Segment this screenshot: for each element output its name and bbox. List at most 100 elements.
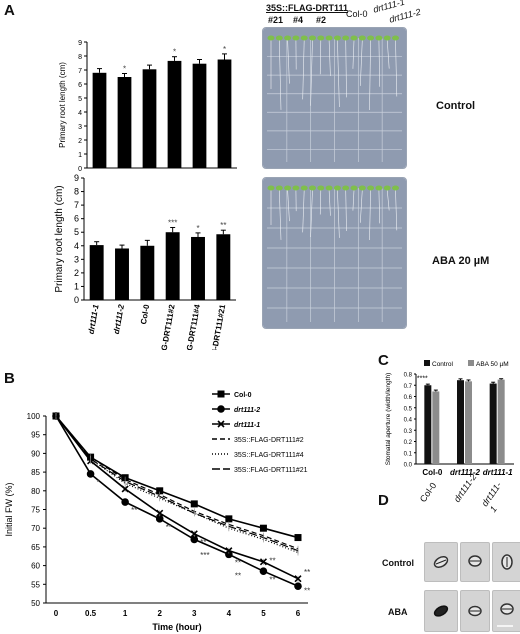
data-point xyxy=(190,535,199,544)
seedling xyxy=(275,185,283,191)
y-tick-label: 3 xyxy=(78,124,82,131)
root xyxy=(337,189,340,238)
bar xyxy=(140,245,155,300)
series-line-longdash xyxy=(55,415,299,552)
seedling xyxy=(317,35,325,41)
y-tick-label: 6 xyxy=(78,82,82,89)
panel-letter-b: B xyxy=(4,370,15,387)
root xyxy=(310,39,313,106)
y-tick-label: 50 xyxy=(31,599,40,608)
legend-marker xyxy=(217,405,225,413)
panel-letter-c: C xyxy=(378,352,389,369)
y-tick-label: 1 xyxy=(74,281,79,291)
seedling xyxy=(325,35,333,41)
condition-control-label: Control xyxy=(436,100,476,112)
chart-b-water-loss: 50 55 60 65 70 75 80 85 90 95 100 0 0.5 1 2 3 4 5 6 Time (h… xyxy=(4,390,310,632)
significance-mark: *** xyxy=(168,218,177,227)
significance-mark: ** xyxy=(269,575,275,584)
legend-label: ABA 50 µM xyxy=(476,361,509,368)
x-tick-label: 0 xyxy=(54,609,59,618)
y-tick-label: 0 xyxy=(74,295,79,305)
x-category-label: 35S::FLAG-DRT111#21 xyxy=(203,303,227,350)
plate-control xyxy=(262,27,407,169)
root xyxy=(352,39,355,69)
seedling xyxy=(300,35,308,41)
chart-c-stomatal: 0.0 0.1 0.2 0.3 0.4 0.5 0.6 0.7 0.8 Col-0 **** drt1… xyxy=(385,360,514,477)
data-point xyxy=(259,558,267,566)
plate-aba xyxy=(262,177,407,329)
construct-header: 35S::FLAG-DRT111 xyxy=(266,3,349,13)
seedling xyxy=(350,35,358,41)
x-category-label: drt111-1 xyxy=(483,468,513,477)
root xyxy=(279,189,282,240)
series-line-circle xyxy=(55,415,299,587)
legend-label: Col-0 xyxy=(234,392,252,399)
bar xyxy=(424,385,432,464)
y-tick-label: 9 xyxy=(74,173,79,183)
data-point xyxy=(86,470,95,478)
seedling xyxy=(267,185,275,191)
seedling xyxy=(342,35,350,41)
x-category-label: drt111-1 xyxy=(87,303,101,335)
bar xyxy=(117,77,132,168)
significance-mark: *** xyxy=(200,551,209,560)
root xyxy=(352,189,355,211)
legend-label: 35S::FLAG-DRT111#4 xyxy=(234,452,304,459)
seedling xyxy=(275,35,283,41)
y-tick-label: 55 xyxy=(31,580,40,589)
y-tick-label: 3 xyxy=(74,254,79,264)
data-point xyxy=(156,509,164,517)
seedling xyxy=(284,35,292,41)
data-point xyxy=(294,575,302,583)
y-tick-label: 0.6 xyxy=(404,395,413,401)
root xyxy=(287,39,290,84)
root xyxy=(369,189,371,241)
data-point xyxy=(155,515,164,523)
y-tick-label: 4 xyxy=(78,110,82,117)
data-point xyxy=(190,530,198,538)
d-row-aba: ABA xyxy=(388,607,408,617)
y-tick-label: 0.0 xyxy=(404,463,413,469)
root xyxy=(287,189,290,222)
legend-marker xyxy=(217,390,225,398)
legend-swatch xyxy=(424,360,430,366)
bar xyxy=(115,248,129,300)
stomata-image-aba-drt111-2 xyxy=(460,590,490,632)
seedling xyxy=(358,185,366,191)
x-category-label: 35S::FLAG-DRT111#4 xyxy=(179,303,202,350)
y-tick-label: 7 xyxy=(78,68,82,75)
y-tick-label: 1 xyxy=(78,152,82,159)
data-point xyxy=(294,534,302,542)
bar xyxy=(217,59,232,168)
bar xyxy=(192,63,207,169)
significance-mark: ** xyxy=(235,572,241,581)
x-tick-label: 5 xyxy=(261,609,266,618)
stomata-image-control-drt111-1 xyxy=(492,542,520,582)
legend-marker xyxy=(217,420,225,428)
y-tick-label: 2 xyxy=(78,138,82,145)
significance-mark: ** xyxy=(304,587,310,596)
root xyxy=(319,39,322,75)
root xyxy=(386,189,390,211)
legend-label: drt111-1 xyxy=(234,422,260,429)
root xyxy=(328,39,331,77)
seedling xyxy=(333,35,341,41)
seedling xyxy=(325,185,333,191)
root xyxy=(395,189,398,231)
seedling xyxy=(333,185,341,191)
root xyxy=(279,39,282,110)
data-point xyxy=(294,582,302,590)
bar xyxy=(191,236,205,300)
seedling xyxy=(292,35,300,41)
y-tick-label: 75 xyxy=(31,506,40,515)
condition-aba-label: ABA 20 µM xyxy=(432,255,490,267)
y-tick-label: 5 xyxy=(78,96,82,103)
bar xyxy=(142,69,157,168)
root xyxy=(319,189,322,215)
significance-mark: * xyxy=(173,48,176,57)
bar xyxy=(432,391,440,464)
stomata-image-aba-drt111-1 xyxy=(492,590,520,632)
series-line-cross xyxy=(55,415,299,580)
x-tick-label: 1 xyxy=(123,609,128,618)
